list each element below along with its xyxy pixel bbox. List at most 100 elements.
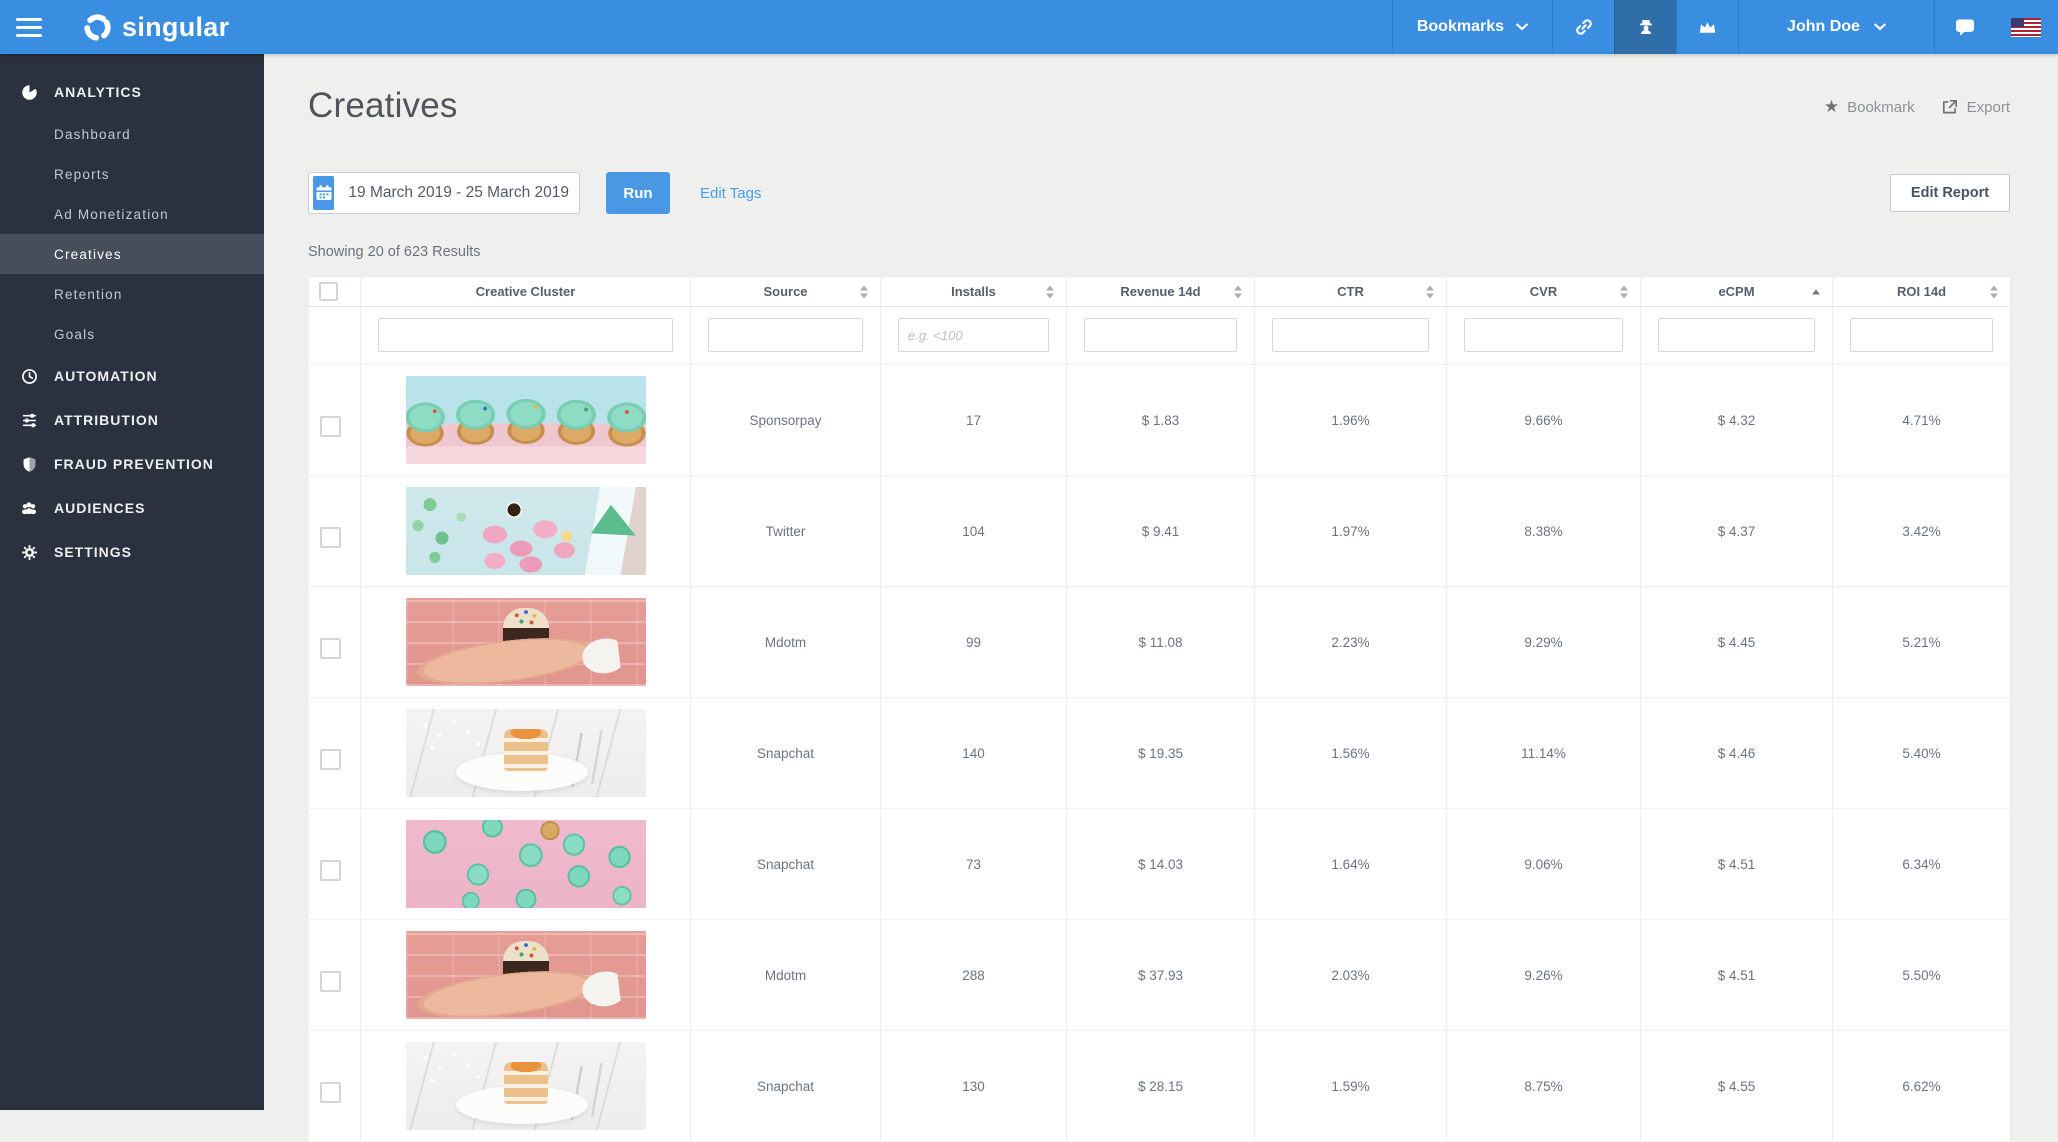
cell-source: Snapchat — [690, 697, 881, 809]
select-all-checkbox[interactable] — [319, 282, 338, 301]
creative-image[interactable] — [405, 931, 646, 1019]
row-checkbox[interactable] — [320, 971, 341, 992]
crown-icon — [1699, 21, 1716, 33]
table-filter-row — [308, 306, 2011, 365]
table-row: Mdotm 99 $ 11.08 2.23% 9.29% $ 4.45 5.21… — [308, 586, 2011, 698]
impersonate-button[interactable] — [1614, 0, 1676, 54]
cell-source: Twitter — [690, 475, 881, 587]
row-checkbox[interactable] — [320, 527, 341, 548]
edit-report-button[interactable]: Edit Report — [1890, 174, 2010, 212]
chat-bubble-icon — [1955, 19, 1974, 36]
us-flag-icon — [2011, 17, 2041, 37]
table-row: Snapchat 130 $ 28.15 1.59% 8.75% $ 4.55 … — [308, 1030, 2011, 1142]
sidebar-item-creatives[interactable]: Creatives — [0, 234, 264, 274]
sidebar-item-dashboard[interactable]: Dashboard — [54, 126, 131, 142]
upgrade-button[interactable] — [1676, 0, 1738, 54]
cell-roi: 6.34% — [1832, 808, 2011, 920]
page-title: Creatives — [308, 86, 458, 125]
cell-cvr: 8.38% — [1446, 475, 1641, 587]
sidebar-section-audiences[interactable]: AUDIENCES — [0, 486, 264, 530]
table-row: Snapchat 73 $ 14.03 1.64% 9.06% $ 4.51 6… — [308, 808, 2011, 920]
cell-roi: 6.62% — [1832, 1030, 2011, 1142]
creative-image[interactable] — [405, 598, 646, 686]
creative-image[interactable] — [405, 709, 646, 797]
hamburger-menu-button[interactable] — [0, 0, 58, 54]
cell-installs: 140 — [880, 697, 1067, 809]
pie-chart-icon — [20, 83, 38, 101]
cell-revenue: $ 11.08 — [1066, 586, 1255, 698]
sidebar-section-attribution[interactable]: ATTRIBUTION — [0, 398, 264, 442]
filter-input-source[interactable] — [708, 318, 863, 352]
top-navigation-bar: singular Bookmarks — [0, 0, 2058, 54]
filter-input-roi[interactable] — [1850, 318, 1993, 352]
creative-image[interactable] — [405, 376, 646, 464]
bookmark-button[interactable]: ★ Bookmark — [1824, 98, 1915, 116]
filter-input-ctr[interactable] — [1272, 318, 1429, 352]
row-checkbox[interactable] — [320, 1082, 341, 1103]
sidebar-section-settings[interactable]: SETTINGS — [0, 530, 264, 574]
column-header-ecpm[interactable]: eCPM — [1640, 276, 1833, 307]
column-header-installs[interactable]: Installs — [880, 276, 1067, 307]
sort-icon — [1426, 285, 1434, 298]
column-header-ctr[interactable]: CTR — [1254, 276, 1447, 307]
sidebar-item-goals[interactable]: Goals — [54, 326, 96, 342]
filter-input-revenue[interactable] — [1084, 318, 1237, 352]
gear-icon — [20, 543, 38, 561]
date-range-picker[interactable]: 19 March 2019 - 25 March 2019 — [308, 172, 580, 214]
sidebar-item-ad-monetization[interactable]: Ad Monetization — [54, 206, 169, 222]
cell-ecpm: $ 4.45 — [1640, 586, 1833, 698]
sidebar-item-retention[interactable]: Retention — [54, 286, 123, 302]
cell-source: Snapchat — [690, 1030, 881, 1142]
cell-ecpm: $ 4.51 — [1640, 808, 1833, 920]
export-button[interactable]: Export — [1941, 98, 2010, 116]
support-chat-button[interactable] — [1934, 0, 1994, 54]
edit-tags-link[interactable]: Edit Tags — [700, 184, 762, 202]
language-selector[interactable] — [1994, 0, 2058, 54]
row-checkbox[interactable] — [320, 638, 341, 659]
filter-input-cvr[interactable] — [1464, 318, 1623, 352]
user-menu[interactable]: John Doe — [1738, 0, 1934, 54]
filter-input-installs[interactable] — [898, 318, 1049, 352]
column-header-source[interactable]: Source — [690, 276, 881, 307]
cell-revenue: $ 19.35 — [1066, 697, 1255, 809]
hamburger-icon — [16, 17, 42, 37]
app-logo[interactable]: singular — [82, 12, 229, 43]
creative-image[interactable] — [405, 1042, 646, 1130]
table-row: Sponsorpay 17 $ 1.83 1.96% 9.66% $ 4.32 … — [308, 364, 2011, 476]
sidebar-section-automation[interactable]: AUTOMATION — [0, 354, 264, 398]
cell-revenue: $ 28.15 — [1066, 1030, 1255, 1142]
run-button[interactable]: Run — [606, 172, 670, 214]
sidebar-section-label: AUTOMATION — [54, 368, 158, 384]
row-checkbox[interactable] — [320, 749, 341, 770]
row-checkbox[interactable] — [320, 416, 341, 437]
cell-roi: 5.50% — [1832, 919, 2011, 1031]
cell-revenue: $ 14.03 — [1066, 808, 1255, 920]
share-link-button[interactable] — [1552, 0, 1614, 54]
sidebar-section-label: SETTINGS — [54, 544, 133, 560]
table-row: Snapchat 140 $ 19.35 1.56% 11.14% $ 4.46… — [308, 697, 2011, 809]
bookmarks-dropdown[interactable]: Bookmarks — [1391, 0, 1552, 54]
creative-image[interactable] — [405, 487, 646, 575]
filter-input-creative-cluster[interactable] — [378, 318, 673, 352]
sidebar-navigation: ANALYTICS Dashboard Reports Ad Monetizat… — [0, 54, 264, 1110]
column-header-roi-14d[interactable]: ROI 14d — [1832, 276, 2011, 307]
cell-ecpm: $ 4.51 — [1640, 919, 1833, 1031]
sort-icon — [1990, 285, 1998, 298]
sidebar-section-label: ATTRIBUTION — [54, 412, 159, 428]
export-icon — [1942, 99, 1957, 114]
sidebar-item-reports[interactable]: Reports — [54, 166, 110, 182]
filter-input-ecpm[interactable] — [1658, 318, 1815, 352]
sidebar-section-fraud-prevention[interactable]: FRAUD PREVENTION — [0, 442, 264, 486]
cell-installs: 17 — [880, 364, 1067, 476]
cell-source: Mdotm — [690, 919, 881, 1031]
cell-cvr: 9.29% — [1446, 586, 1641, 698]
cell-revenue: $ 9.41 — [1066, 475, 1255, 587]
column-header-cvr[interactable]: CVR — [1446, 276, 1641, 307]
creative-image[interactable] — [405, 820, 646, 908]
cell-source: Sponsorpay — [690, 364, 881, 476]
row-checkbox[interactable] — [320, 860, 341, 881]
sidebar-section-analytics[interactable]: ANALYTICS — [0, 70, 264, 114]
column-header-creative-cluster[interactable]: Creative Cluster — [360, 276, 691, 307]
cell-roi: 3.42% — [1832, 475, 2011, 587]
column-header-revenue-14d[interactable]: Revenue 14d — [1066, 276, 1255, 307]
